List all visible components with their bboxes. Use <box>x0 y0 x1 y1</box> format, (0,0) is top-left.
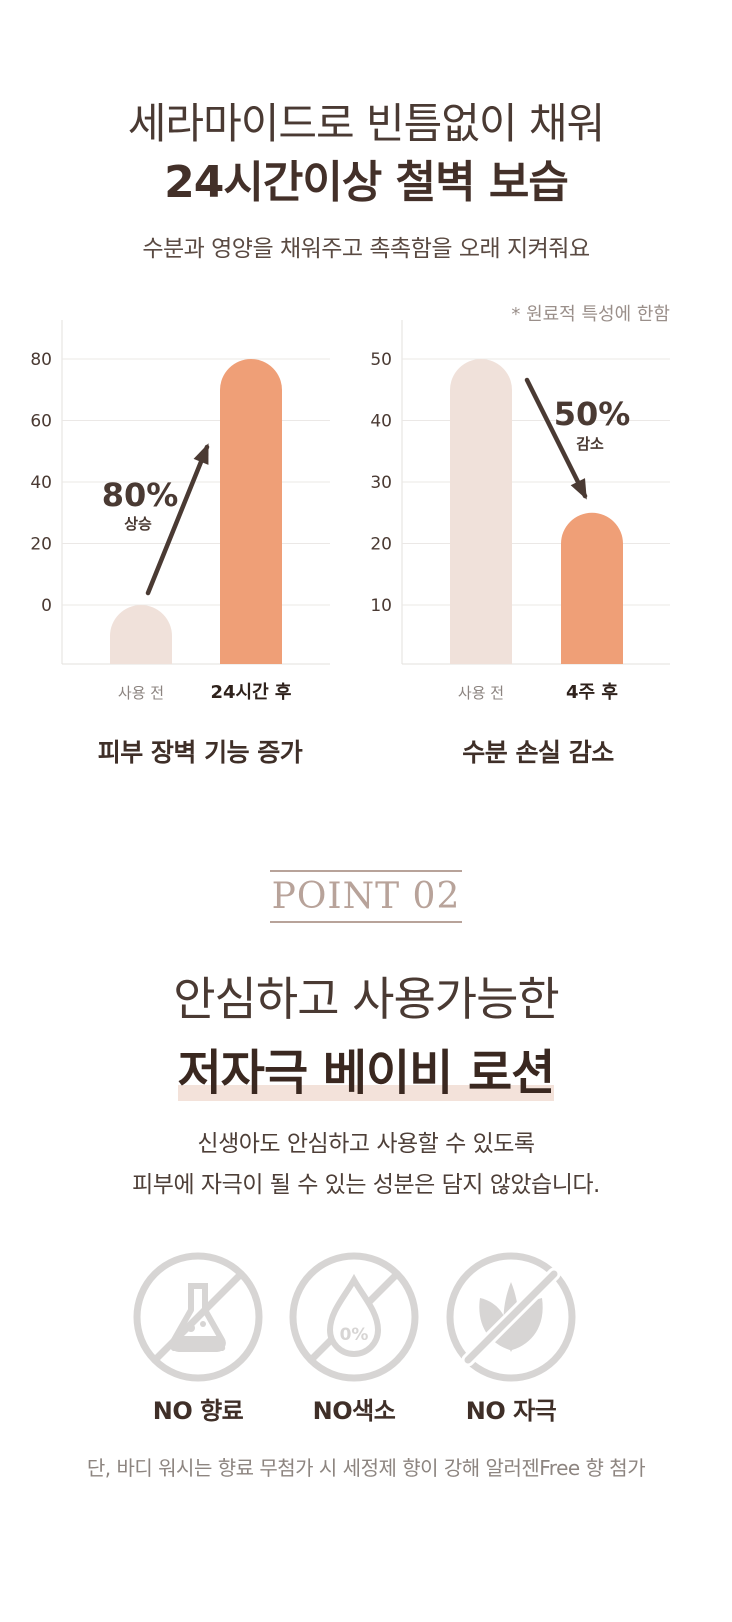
drop-icon-text: 0% <box>340 1325 369 1345</box>
trend-arrow <box>524 377 588 499</box>
y-tick-label: 10 <box>370 596 392 616</box>
chart-moisture-loss: 50 40 30 20 10 사용 전 4주 후 50% 감소 <box>370 320 670 703</box>
y-tick-label: 30 <box>370 473 392 493</box>
x-tick-label: 24시간 후 <box>211 682 292 703</box>
chart-caption-moisture: 수분 손실 감소 <box>462 738 614 767</box>
headline-line2: 24시간이상 철벽 보습 <box>164 157 569 208</box>
point-desc-line2: 피부에 자극이 될 수 있는 성분은 담지 않았습니다. <box>132 1172 600 1198</box>
trend-arrow <box>145 444 210 596</box>
bar <box>561 512 623 664</box>
icon-label-color: NO색소 <box>312 1397 396 1425</box>
y-tick-label: 20 <box>370 535 392 555</box>
point-label-wrap: POINT 02 <box>0 870 732 923</box>
headline-line1: 세라마이드로 빈틈없이 채워 <box>127 99 605 148</box>
y-tick-label: 0 <box>41 596 52 616</box>
y-tick-label: 60 <box>30 412 52 432</box>
ingredient-note: * 원료적 특성에 한함 <box>511 304 670 325</box>
point-title-line1: 안심하고 사용가능한 <box>173 972 560 1026</box>
annotation-label: 감소 <box>576 435 604 453</box>
annotation-value: 50% <box>554 395 631 433</box>
chart-barrier: 80 60 40 20 0 사용 전 24시간 후 80%상승 <box>30 320 330 703</box>
x-tick-label: 사용 전 <box>118 684 164 702</box>
x-tick-label: 4주 후 <box>566 682 618 703</box>
arrow-head <box>570 478 587 500</box>
annotation-label: 상승 <box>124 515 152 533</box>
y-tick-label: 40 <box>370 412 392 432</box>
bar <box>450 359 512 664</box>
point-desc-line1: 신생아도 안심하고 사용할 수 있도록 <box>197 1131 535 1157</box>
x-tick-label: 사용 전 <box>458 684 504 702</box>
y-tick-label: 50 <box>370 350 392 370</box>
flask-icon <box>133 1252 263 1382</box>
title-highlight <box>177 1085 555 1101</box>
arrow-head <box>193 443 209 465</box>
leaf-icon <box>446 1252 576 1382</box>
headline-subtitle: 수분과 영양을 채워주고 촉촉함을 오래 지켜줘요 <box>142 236 590 262</box>
y-tick-label: 40 <box>30 473 52 493</box>
chart-caption-barrier: 피부 장벽 기능 증가 <box>97 738 303 767</box>
footnote: 단, 바디 워시는 향료 무첨가 시 세정제 향이 강해 알러젠Free 향 첨… <box>86 1456 646 1480</box>
icon-label-fragrance: NO 향료 <box>152 1397 244 1425</box>
annotation-value: 80% <box>102 476 179 514</box>
y-tick-label: 80 <box>30 350 52 370</box>
icon-label-irritation: NO 자극 <box>465 1397 557 1425</box>
drop-icon: 0% <box>289 1252 419 1382</box>
point-title-line2-wrap: 저자극 베이비 로션 <box>0 1033 732 1103</box>
point-title-line2-text: 저자극 베이비 로션 <box>177 1045 556 1101</box>
point-label: POINT 02 <box>269 870 463 923</box>
point-title-line2: 저자극 베이비 로션 <box>177 1033 556 1103</box>
y-tick-label: 20 <box>30 535 52 555</box>
bar <box>220 359 282 664</box>
bar <box>110 605 172 664</box>
